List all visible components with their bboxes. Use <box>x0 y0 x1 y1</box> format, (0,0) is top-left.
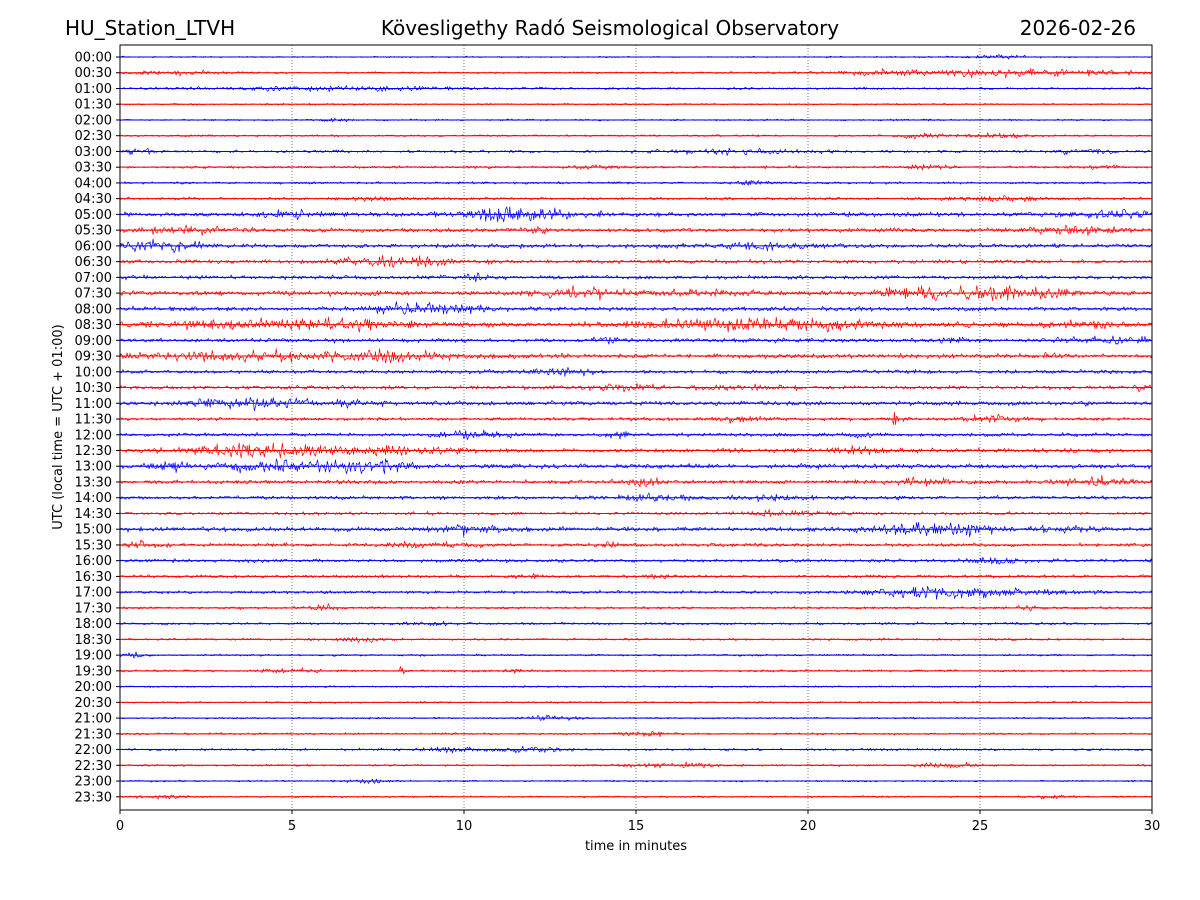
y-tick-label: 01:30 <box>75 98 112 113</box>
y-tick-label: 19:00 <box>75 649 112 664</box>
y-tick-label: 22:00 <box>75 743 112 758</box>
y-tick-label: 06:30 <box>75 255 112 270</box>
y-tick-label: 10:30 <box>75 381 112 396</box>
y-tick-label: 15:30 <box>75 538 112 553</box>
y-tick-label: 05:00 <box>75 208 112 223</box>
y-tick-label: 14:30 <box>75 507 112 522</box>
trace-row-0730 <box>119 285 1153 301</box>
y-axis-ticks: 00:0000:3001:0001:3002:0002:3003:0003:30… <box>75 51 120 805</box>
station-name: HU_Station_LTVH <box>65 16 236 40</box>
y-tick-label: 02:00 <box>75 113 112 128</box>
y-tick-label: 00:00 <box>75 51 112 66</box>
y-tick-label: 23:30 <box>75 790 112 805</box>
y-tick-label: 07:00 <box>75 271 112 286</box>
y-tick-label: 13:00 <box>75 460 112 475</box>
y-tick-label: 04:30 <box>75 192 112 207</box>
y-tick-label: 08:00 <box>75 302 112 317</box>
y-tick-label: 18:00 <box>75 617 112 632</box>
y-tick-label: 10:00 <box>75 365 112 380</box>
x-tick-label: 0 <box>116 819 124 834</box>
y-tick-label: 09:00 <box>75 334 112 349</box>
x-tick-label: 5 <box>288 819 296 834</box>
y-tick-label: 22:30 <box>75 759 112 774</box>
y-tick-label: 18:30 <box>75 633 112 648</box>
y-tick-label: 21:30 <box>75 727 112 742</box>
y-tick-label: 15:00 <box>75 523 112 538</box>
y-tick-label: 03:00 <box>75 145 112 160</box>
y-tick-label: 17:00 <box>75 586 112 601</box>
trace-row-1300 <box>119 458 1153 475</box>
x-axis-ticks: 0 5 10 15 20 25 30 <box>116 810 1160 834</box>
y-tick-label: 23:00 <box>75 775 112 790</box>
x-tick-label: 20 <box>800 819 817 834</box>
y-tick-label: 07:30 <box>75 287 112 302</box>
x-tick-label: 25 <box>972 819 989 834</box>
y-tick-label: 11:30 <box>75 413 112 428</box>
y-tick-label: 12:00 <box>75 428 112 443</box>
y-tick-label: 20:00 <box>75 680 112 695</box>
y-tick-label: 21:00 <box>75 712 112 727</box>
y-tick-label: 00:30 <box>75 66 112 81</box>
y-tick-label: 12:30 <box>75 444 112 459</box>
y-tick-label: 16:00 <box>75 554 112 569</box>
y-tick-label: 17:30 <box>75 601 112 616</box>
y-tick-label: 04:00 <box>75 176 112 191</box>
y-tick-label: 05:30 <box>75 224 112 239</box>
x-axis-label: time in minutes <box>585 839 687 854</box>
y-tick-label: 13:30 <box>75 475 112 490</box>
y-tick-label: 20:30 <box>75 696 112 711</box>
chart-date: 2026-02-26 <box>1019 16 1136 40</box>
y-tick-label: 03:30 <box>75 161 112 176</box>
y-tick-label: 11:00 <box>75 397 112 412</box>
x-tick-label: 15 <box>628 819 645 834</box>
y-tick-label: 19:30 <box>75 664 112 679</box>
y-tick-label: 14:00 <box>75 491 112 506</box>
trace-row-1200 <box>120 429 1153 440</box>
y-tick-label: 01:00 <box>75 82 112 97</box>
grid-lines <box>291 45 981 810</box>
x-tick-label: 10 <box>456 819 473 834</box>
y-tick-label: 02:30 <box>75 129 112 144</box>
chart-title: Kövesligethy Radó Seismological Observat… <box>380 16 840 40</box>
y-tick-label: 09:30 <box>75 350 112 365</box>
x-tick-label: 30 <box>1144 819 1161 834</box>
seismic-traces <box>119 54 1153 800</box>
y-tick-label: 08:30 <box>75 318 112 333</box>
y-axis-label: UTC (local time = UTC + 01:00) <box>51 324 66 529</box>
y-tick-label: 06:00 <box>75 239 112 254</box>
y-tick-label: 16:30 <box>75 570 112 585</box>
